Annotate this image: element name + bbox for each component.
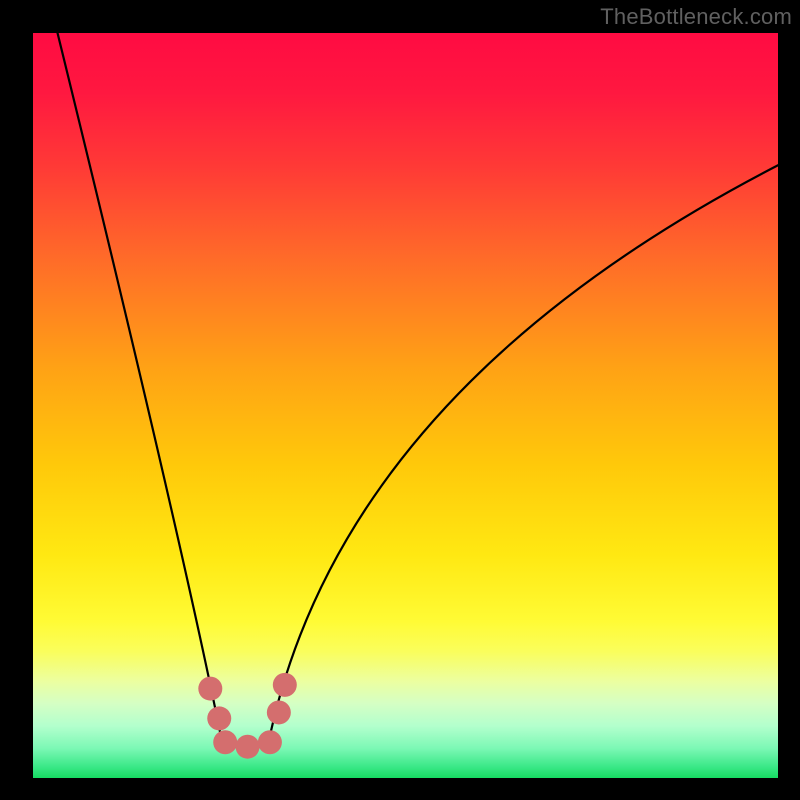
curve-marker	[236, 735, 260, 759]
watermark-text: TheBottleneck.com	[600, 4, 792, 30]
plot-area	[33, 33, 778, 778]
curve-marker	[207, 706, 231, 730]
chart-container: TheBottleneck.com	[0, 0, 800, 800]
curve-marker	[258, 730, 282, 754]
v-curve-overlay	[33, 33, 778, 778]
curve-marker	[213, 730, 237, 754]
bottleneck-curve	[54, 33, 778, 747]
curve-marker	[267, 700, 291, 724]
curve-marker	[273, 673, 297, 697]
curve-marker	[198, 677, 222, 701]
